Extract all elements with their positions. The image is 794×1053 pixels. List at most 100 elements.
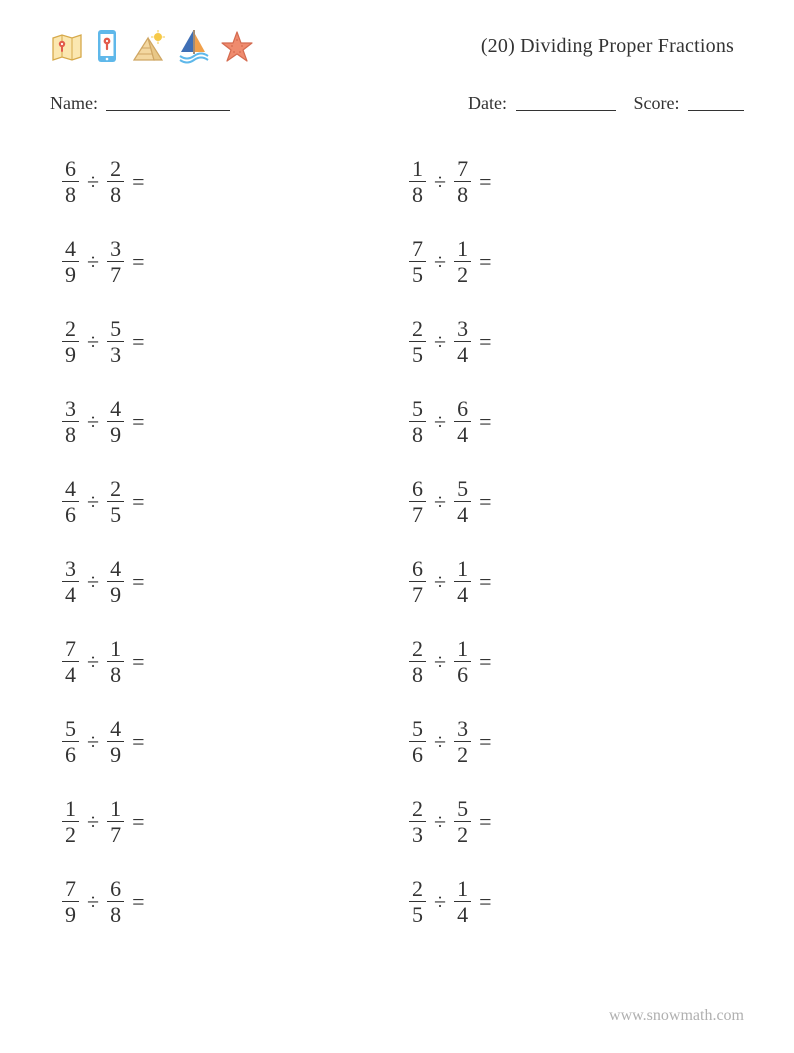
problems-grid: 68÷28=49÷37=29÷53=38÷49=46÷25=34÷49=74÷1… <box>50 132 744 942</box>
fraction: 25 <box>107 477 124 526</box>
fraction-numerator: 1 <box>454 877 471 900</box>
fraction-denominator: 2 <box>454 743 471 766</box>
fraction: 58 <box>409 397 426 446</box>
fraction: 28 <box>409 637 426 686</box>
problem-row: 74÷18= <box>50 622 397 702</box>
equals-sign: = <box>132 329 144 355</box>
score-label: Score: <box>634 93 680 113</box>
fraction-numerator: 5 <box>454 797 471 820</box>
score-field-group: Score: <box>634 90 744 114</box>
fraction: 38 <box>62 397 79 446</box>
equals-sign: = <box>479 249 491 275</box>
fraction-numerator: 2 <box>409 797 426 820</box>
fraction-denominator: 4 <box>454 503 471 526</box>
divide-operator: ÷ <box>87 249 99 275</box>
fraction: 34 <box>62 557 79 606</box>
equals-sign: = <box>479 569 491 595</box>
fraction: 12 <box>62 797 79 846</box>
fraction-numerator: 1 <box>454 557 471 580</box>
date-blank[interactable] <box>516 92 616 111</box>
fraction-denominator: 9 <box>62 903 79 926</box>
footer-watermark: www.snowmath.com <box>609 1007 744 1025</box>
equals-sign: = <box>479 169 491 195</box>
fraction-denominator: 9 <box>62 263 79 286</box>
fraction: 18 <box>107 637 124 686</box>
problem-row: 29÷53= <box>50 302 397 382</box>
fraction: 75 <box>409 237 426 286</box>
date-label: Date: <box>468 93 507 113</box>
fraction-numerator: 5 <box>107 317 124 340</box>
problem-row: 75÷12= <box>397 222 744 302</box>
problem-row: 38÷49= <box>50 382 397 462</box>
fraction-denominator: 7 <box>107 823 124 846</box>
fraction-numerator: 6 <box>409 477 426 500</box>
fraction-denominator: 6 <box>62 743 79 766</box>
date-field-group: Date: <box>468 90 615 114</box>
equals-sign: = <box>132 409 144 435</box>
equals-sign: = <box>132 169 144 195</box>
divide-operator: ÷ <box>434 729 446 755</box>
fraction-numerator: 5 <box>62 717 79 740</box>
fraction: 67 <box>409 557 426 606</box>
fraction-denominator: 8 <box>409 183 426 206</box>
fraction-denominator: 2 <box>62 823 79 846</box>
divide-operator: ÷ <box>87 329 99 355</box>
problem-row: 2 3 ÷ 52 = <box>397 782 744 862</box>
divide-operator: ÷ <box>87 489 99 515</box>
fraction-denominator: 9 <box>107 743 124 766</box>
fraction: 49 <box>62 237 79 286</box>
problem-row: 34÷49= <box>50 542 397 622</box>
fraction-denominator: 3 <box>409 823 426 846</box>
fraction: 25 <box>409 317 426 366</box>
fraction-numerator: 2 <box>107 477 124 500</box>
equals-sign: = <box>479 809 491 835</box>
problem-row: 25÷34= <box>397 302 744 382</box>
divide-operator: ÷ <box>434 169 446 195</box>
fraction-numerator: 1 <box>454 237 471 260</box>
equals-sign: = <box>132 889 144 915</box>
fraction-numerator: 4 <box>62 477 79 500</box>
equals-sign: = <box>479 329 491 355</box>
name-blank[interactable] <box>106 92 230 111</box>
equals-sign: = <box>479 729 491 755</box>
fraction: 34 <box>454 317 471 366</box>
fraction: 28 <box>107 157 124 206</box>
equals-sign: = <box>479 649 491 675</box>
fraction: 68 <box>107 877 124 926</box>
fraction: 18 <box>409 157 426 206</box>
worksheet-title: (20) Dividing Proper Fractions <box>481 35 734 58</box>
fraction-numerator: 7 <box>409 237 426 260</box>
fraction-numerator: 3 <box>62 557 79 580</box>
fraction-denominator: 8 <box>62 183 79 206</box>
map-icon <box>50 30 84 64</box>
top-row: (20) Dividing Proper Fractions <box>50 28 744 64</box>
divide-operator: ÷ <box>434 889 446 915</box>
fraction-denominator: 5 <box>107 503 124 526</box>
fraction: 32 <box>454 717 471 766</box>
fraction-denominator: 4 <box>454 903 471 926</box>
problem-row: 12÷17= <box>50 782 397 862</box>
name-field-group: Name: <box>50 90 468 114</box>
fraction-denominator: 4 <box>454 423 471 446</box>
fraction-denominator: 7 <box>409 583 426 606</box>
fraction: 67 <box>409 477 426 526</box>
starfish-icon <box>220 30 254 64</box>
fraction: 12 <box>454 237 471 286</box>
divide-operator: ÷ <box>87 649 99 675</box>
name-label: Name: <box>50 93 98 113</box>
fraction-numerator: 6 <box>409 557 426 580</box>
problems-column-left: 68÷28=49÷37=29÷53=38÷49=46÷25=34÷49=74÷1… <box>50 142 397 942</box>
fraction: 52 <box>454 797 471 846</box>
fraction-denominator: 4 <box>62 663 79 686</box>
fraction-denominator: 4 <box>62 583 79 606</box>
fraction-denominator: 9 <box>107 423 124 446</box>
fraction-numerator: 5 <box>409 717 426 740</box>
fraction-denominator: 8 <box>107 183 124 206</box>
sailboat-icon <box>178 28 210 64</box>
equals-sign: = <box>132 249 144 275</box>
divide-operator: ÷ <box>434 809 446 835</box>
worksheet-page: (20) Dividing Proper Fractions Name: Dat… <box>0 0 794 1053</box>
fraction-numerator: 7 <box>62 877 79 900</box>
fraction: 49 <box>107 717 124 766</box>
score-blank[interactable] <box>688 92 744 111</box>
